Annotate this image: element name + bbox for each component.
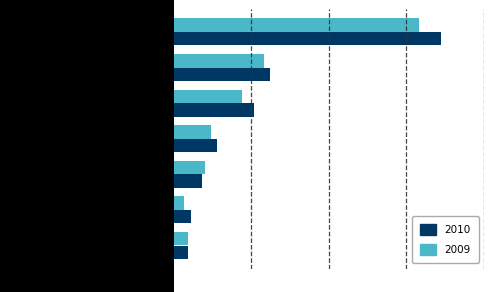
Bar (173, 32, 440, 46)
Bar (173, 232, 188, 246)
Bar (173, 210, 190, 223)
Bar (173, 161, 204, 174)
Bar (173, 103, 254, 117)
Bar (173, 54, 263, 67)
Bar (173, 125, 210, 139)
Legend: 2010, 2009: 2010, 2009 (411, 216, 478, 263)
Bar (173, 67, 269, 81)
Bar (173, 246, 187, 259)
Bar (173, 139, 217, 152)
Bar (173, 90, 242, 103)
Bar (173, 18, 418, 32)
Bar (173, 197, 184, 210)
Bar (173, 174, 201, 188)
